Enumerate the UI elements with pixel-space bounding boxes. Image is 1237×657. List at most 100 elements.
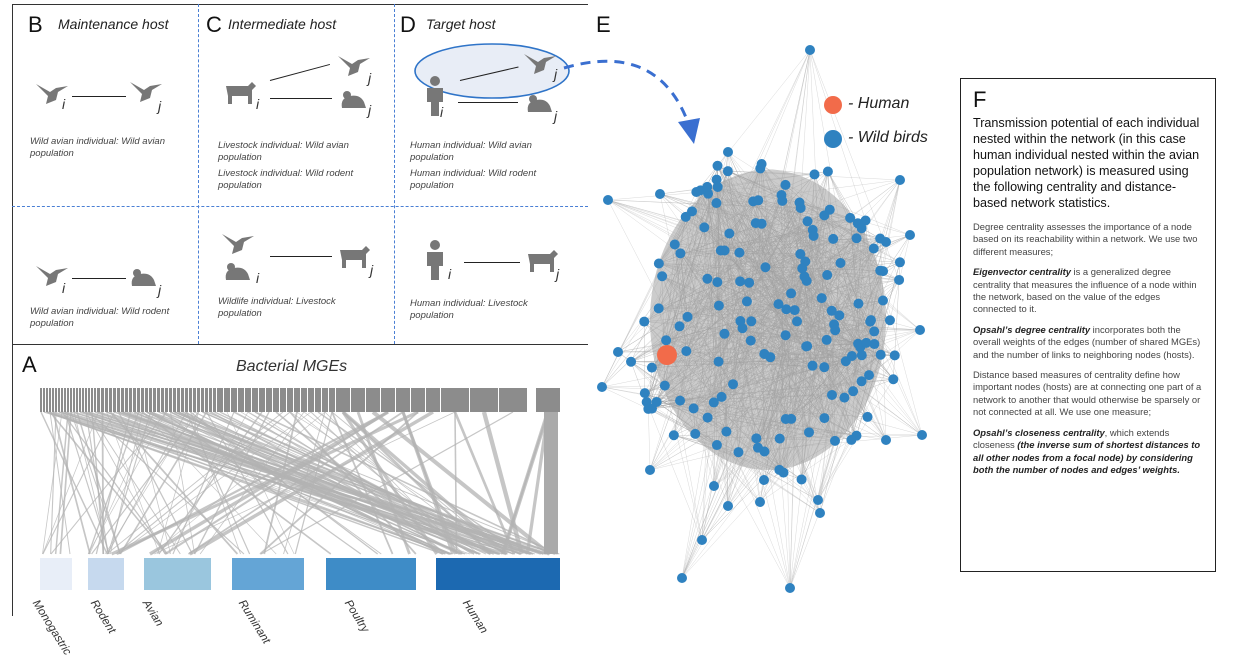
bird-node <box>753 443 763 453</box>
mge-bar <box>73 388 75 412</box>
bird-icon <box>522 50 558 78</box>
mge-edges <box>41 412 559 554</box>
mge-bar <box>82 388 84 412</box>
mge-bar <box>76 388 78 412</box>
bird-node <box>847 351 857 361</box>
mge-bar <box>201 388 204 412</box>
bird-node <box>885 315 895 325</box>
bird-node <box>808 361 818 371</box>
bird-node <box>875 266 885 276</box>
distance-measures-text: Distance based measures of centrality de… <box>973 369 1203 419</box>
bird-node <box>675 396 685 406</box>
bird-node <box>780 180 790 190</box>
bird-node <box>744 278 754 288</box>
bird-node <box>626 357 636 367</box>
bird-node <box>742 296 752 306</box>
mge-bar <box>46 388 48 412</box>
bird-node <box>654 258 664 268</box>
bird-node <box>905 230 915 240</box>
mge-bar <box>125 388 128 412</box>
mge-bar <box>308 388 314 412</box>
bird-node <box>613 347 623 357</box>
bird-node <box>660 381 670 391</box>
caption-c-top-2: Livestock individual: Wild rodent popula… <box>218 168 368 192</box>
mge-bar <box>224 388 230 412</box>
mge-edge <box>103 412 104 554</box>
mge-bar <box>238 388 244 412</box>
bird-node <box>657 271 667 281</box>
bird-node <box>819 362 829 372</box>
bird-node <box>735 316 745 326</box>
mge-bar <box>217 388 223 412</box>
mge-bar <box>266 388 272 412</box>
opsahl-closeness-term: Opsahl’s closeness centrality <box>973 427 1105 438</box>
mge-bar <box>259 388 265 412</box>
link-line <box>270 64 330 81</box>
opsahl-closeness-paragraph: Opsahl’s closeness centrality, which ext… <box>973 427 1203 477</box>
bird-node <box>828 234 838 244</box>
network-edge <box>648 409 650 470</box>
panel-title-b: Maintenance host <box>58 16 169 32</box>
bird-node <box>723 501 733 511</box>
mge-bar <box>67 388 69 412</box>
mge-bar <box>165 388 168 412</box>
mge-bar <box>169 388 172 412</box>
bird-node <box>857 223 867 233</box>
bird-node <box>876 350 886 360</box>
bird-node <box>716 245 726 255</box>
mge-bar <box>294 388 300 412</box>
mge-bar <box>55 388 57 412</box>
bird-node <box>640 388 650 398</box>
mge-bar <box>287 388 293 412</box>
mge-bar <box>161 388 164 412</box>
bird-node <box>759 475 769 485</box>
mge-bar <box>105 388 108 412</box>
link-line <box>72 278 126 279</box>
caption-d-bottom: Human individual: Livestock population <box>410 298 560 322</box>
mge-bars <box>40 388 560 412</box>
panel-label-f: F <box>973 87 1203 113</box>
mge-bar <box>273 388 279 412</box>
subscript-j: j <box>554 66 557 82</box>
bird-node <box>822 335 832 345</box>
bird-node <box>689 403 699 413</box>
mge-bar <box>64 388 66 412</box>
bird-node <box>755 497 765 507</box>
mge-bar <box>177 388 180 412</box>
subscript-i: i <box>440 104 443 120</box>
mge-bar <box>499 388 527 412</box>
mge-bar <box>193 388 196 412</box>
link-line <box>458 102 518 103</box>
caption-c-top-1: Livestock individual: Wild avian populat… <box>218 140 368 164</box>
mge-bar <box>329 388 335 412</box>
mge-bar <box>153 388 156 412</box>
link-line <box>270 98 332 99</box>
opsahl-degree-paragraph: Opsahl’s degree centrality incorporates … <box>973 324 1203 361</box>
bird-node <box>690 429 700 439</box>
mge-bar <box>109 388 112 412</box>
bird-node <box>697 535 707 545</box>
divider-vertical-2 <box>394 4 395 344</box>
mge-bar <box>61 388 63 412</box>
mge-bar <box>94 388 96 412</box>
mge-bar <box>43 388 45 412</box>
bird-node <box>753 195 763 205</box>
host-label-rodent: Rodent <box>88 598 118 636</box>
bird-node <box>751 433 761 443</box>
subscript-j: j <box>368 70 371 86</box>
bird-node <box>827 390 837 400</box>
mge-bar <box>189 388 192 412</box>
panel-title-d: Target host <box>426 16 496 32</box>
bird-node <box>795 198 805 208</box>
host-bars <box>40 558 560 590</box>
bird-node <box>757 219 767 229</box>
rodent-icon <box>222 260 252 282</box>
bird-node <box>781 330 791 340</box>
bird-node <box>781 414 791 424</box>
bird-node <box>797 263 807 273</box>
bird-node <box>881 435 891 445</box>
host-bar-human <box>436 558 560 590</box>
subscript-i: i <box>62 280 65 296</box>
mge-bar <box>113 388 116 412</box>
mge-bar <box>536 388 560 412</box>
